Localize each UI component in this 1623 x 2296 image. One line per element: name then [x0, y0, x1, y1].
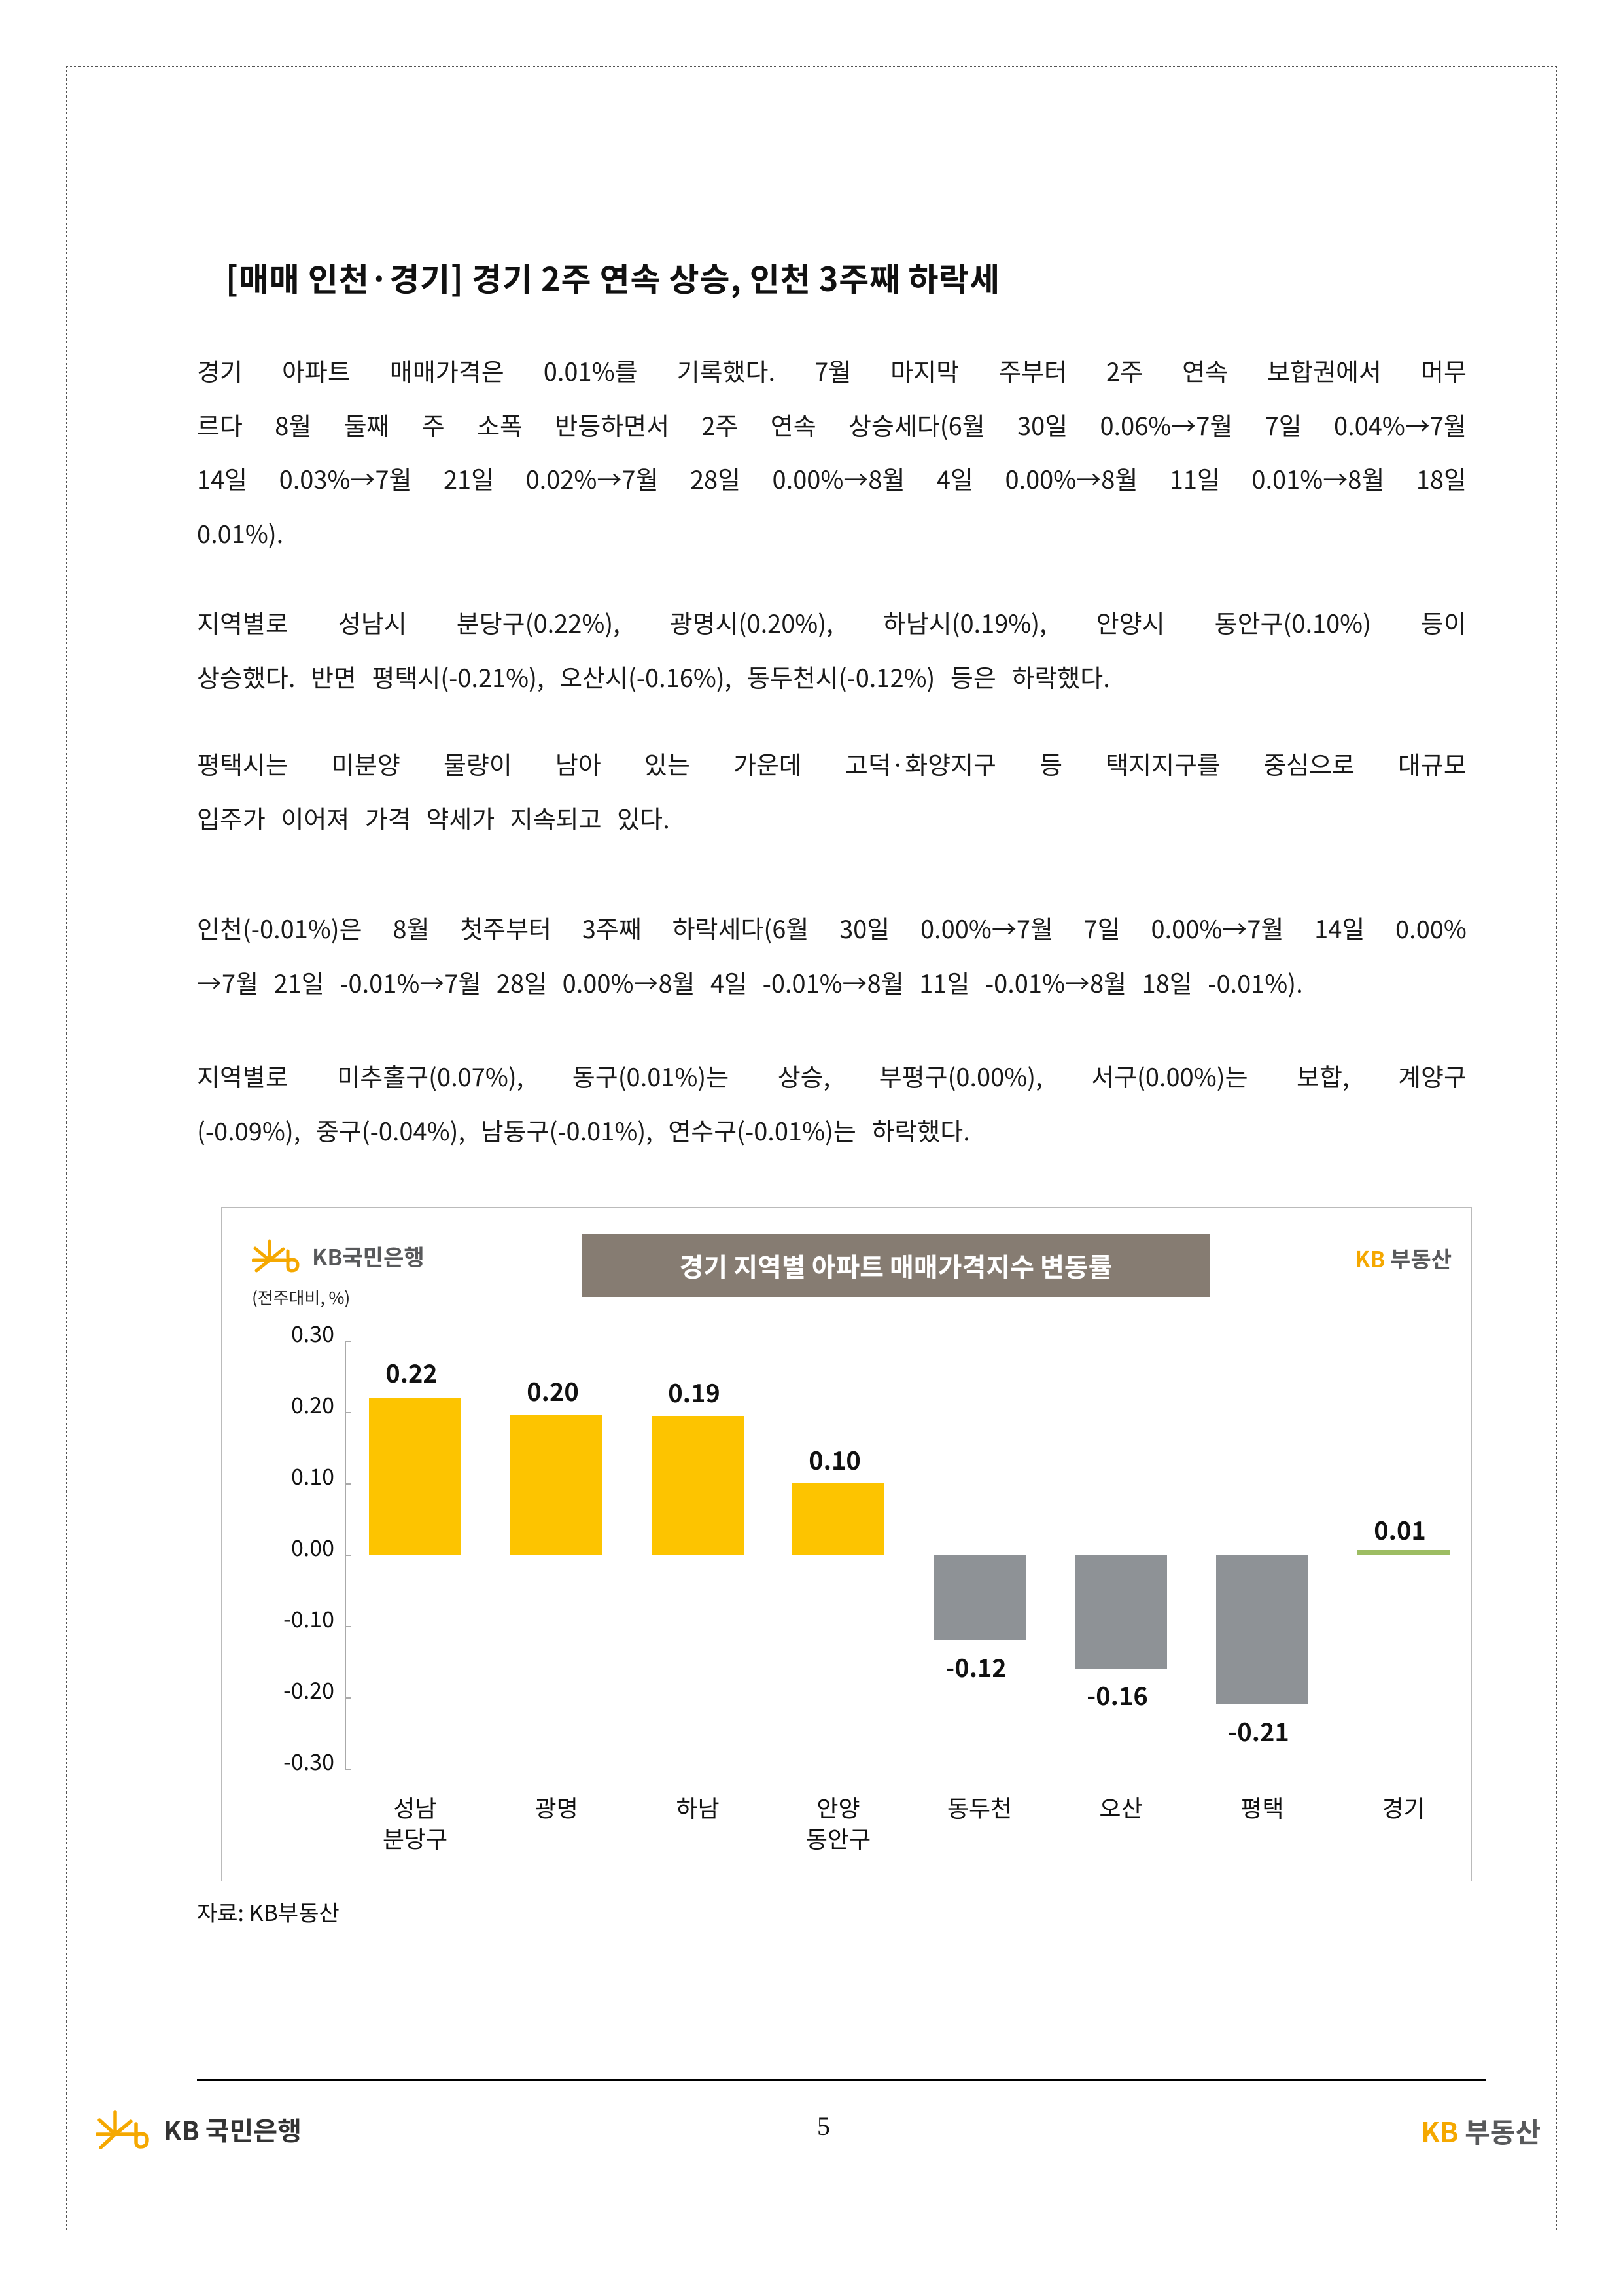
- svg-text:KB국민은행: KB국민은행: [312, 1240, 425, 1272]
- svg-text:KB 국민은행: KB 국민은행: [164, 2110, 302, 2148]
